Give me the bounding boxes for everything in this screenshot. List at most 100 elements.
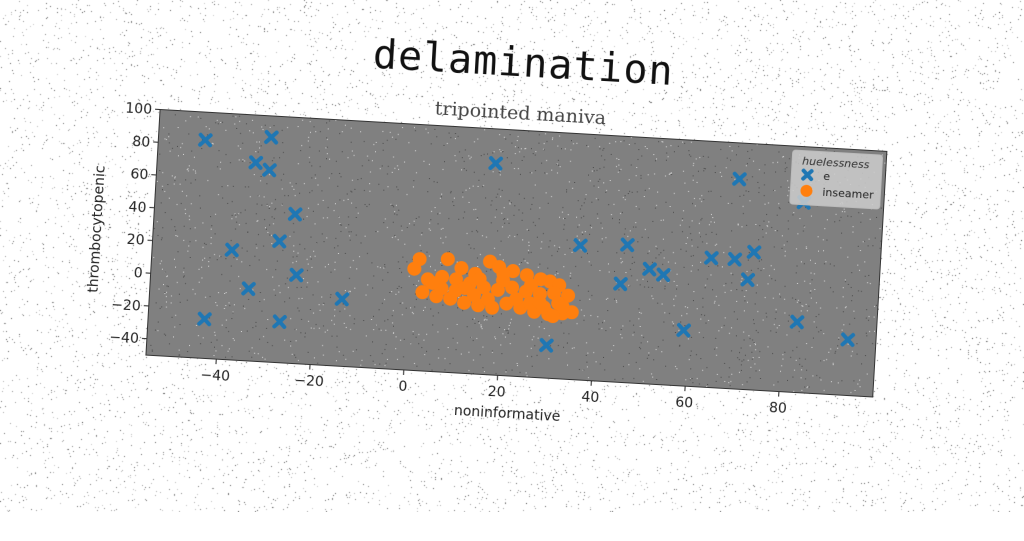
noise-dot <box>155 330 156 331</box>
noise-dot <box>689 154 690 155</box>
noise-dot <box>675 263 676 264</box>
noise-dot <box>614 379 615 380</box>
noise-dot <box>631 164 632 165</box>
noise-dot <box>616 300 617 301</box>
noise-dot <box>196 325 197 326</box>
noise-dot <box>706 367 707 368</box>
noise-dot <box>812 375 813 376</box>
noise-dot <box>651 373 652 374</box>
noise-dot <box>299 193 300 194</box>
noise-dot <box>563 229 564 230</box>
noise-dot <box>621 262 622 263</box>
noise-dot <box>585 231 586 232</box>
noise-dot <box>767 346 768 347</box>
noise-dot <box>574 182 575 183</box>
noise-dot <box>420 245 421 246</box>
noise-dot <box>752 339 753 340</box>
noise-dot <box>599 179 600 180</box>
noise-dot <box>797 283 798 284</box>
noise-dot <box>229 280 230 281</box>
noise-dot <box>731 282 732 283</box>
noise-dot <box>596 361 597 362</box>
noise-dot <box>331 173 332 174</box>
noise-dot <box>354 318 355 319</box>
noise-dot <box>482 367 483 368</box>
noise-dot <box>699 198 700 199</box>
noise-dot <box>644 196 645 197</box>
noise-dot <box>655 257 656 258</box>
noise-dot <box>834 221 835 222</box>
noise-dot <box>431 370 432 371</box>
noise-dot <box>634 143 635 144</box>
noise-dot <box>604 320 605 321</box>
noise-dot <box>675 295 676 296</box>
noise-dot <box>528 250 529 251</box>
noise-dot <box>801 305 802 306</box>
noise-dot <box>684 325 685 326</box>
noise-dot <box>311 177 312 178</box>
noise-dot <box>202 222 203 223</box>
noise-dot <box>602 242 603 243</box>
noise-dot <box>631 137 632 138</box>
noise-dot <box>596 170 597 171</box>
noise-dot <box>168 136 169 137</box>
noise-dot <box>722 266 723 267</box>
noise-dot <box>656 379 657 380</box>
noise-dot <box>643 337 644 338</box>
noise-dot <box>530 209 531 210</box>
noise-dot <box>836 307 837 308</box>
noise-dot <box>308 140 309 141</box>
noise-dot <box>327 147 328 148</box>
noise-dot <box>508 332 509 333</box>
noise-dot <box>157 181 158 182</box>
noise-dot <box>670 173 671 174</box>
noise-dot <box>349 315 350 316</box>
noise-dot <box>230 162 231 163</box>
noise-dot <box>552 137 553 138</box>
noise-dot <box>494 151 495 152</box>
noise-dot <box>606 299 607 300</box>
noise-dot <box>588 175 589 176</box>
noise-dot <box>285 283 286 284</box>
noise-dot <box>758 332 759 333</box>
noise-dot <box>455 133 456 134</box>
noise-dot <box>356 217 357 218</box>
noise-dot <box>272 216 273 217</box>
noise-dot <box>524 198 525 199</box>
noise-dot <box>708 320 709 321</box>
noise-dot <box>575 266 576 267</box>
noise-dot <box>773 190 774 191</box>
noise-dot <box>503 151 504 152</box>
noise-dot <box>673 325 674 326</box>
noise-dot <box>629 144 630 145</box>
noise-dot <box>766 316 767 317</box>
noise-dot <box>275 295 276 296</box>
noise-dot <box>599 168 600 169</box>
noise-dot <box>295 329 296 330</box>
noise-dot <box>680 225 681 226</box>
noise-dot <box>595 138 596 139</box>
noise-dot <box>743 213 744 214</box>
noise-dot <box>474 172 475 173</box>
noise-dot <box>570 278 571 279</box>
noise-dot <box>662 303 663 304</box>
noise-dot <box>235 116 236 117</box>
noise-dot <box>525 148 526 149</box>
noise-dot <box>273 157 274 158</box>
noise-dot <box>597 218 598 219</box>
noise-dot <box>284 212 285 213</box>
noise-dot <box>220 168 221 169</box>
noise-dot <box>484 320 485 321</box>
noise-dot <box>628 364 629 365</box>
noise-dot <box>712 217 713 218</box>
noise-dot <box>440 198 441 199</box>
noise-dot <box>707 384 708 385</box>
noise-dot <box>195 179 196 180</box>
noise-dot <box>429 256 430 257</box>
noise-dot <box>391 291 392 292</box>
noise-dot <box>763 221 764 222</box>
noise-dot <box>736 301 737 302</box>
noise-dot <box>528 263 529 264</box>
noise-dot <box>648 287 649 288</box>
noise-dot <box>454 155 455 156</box>
